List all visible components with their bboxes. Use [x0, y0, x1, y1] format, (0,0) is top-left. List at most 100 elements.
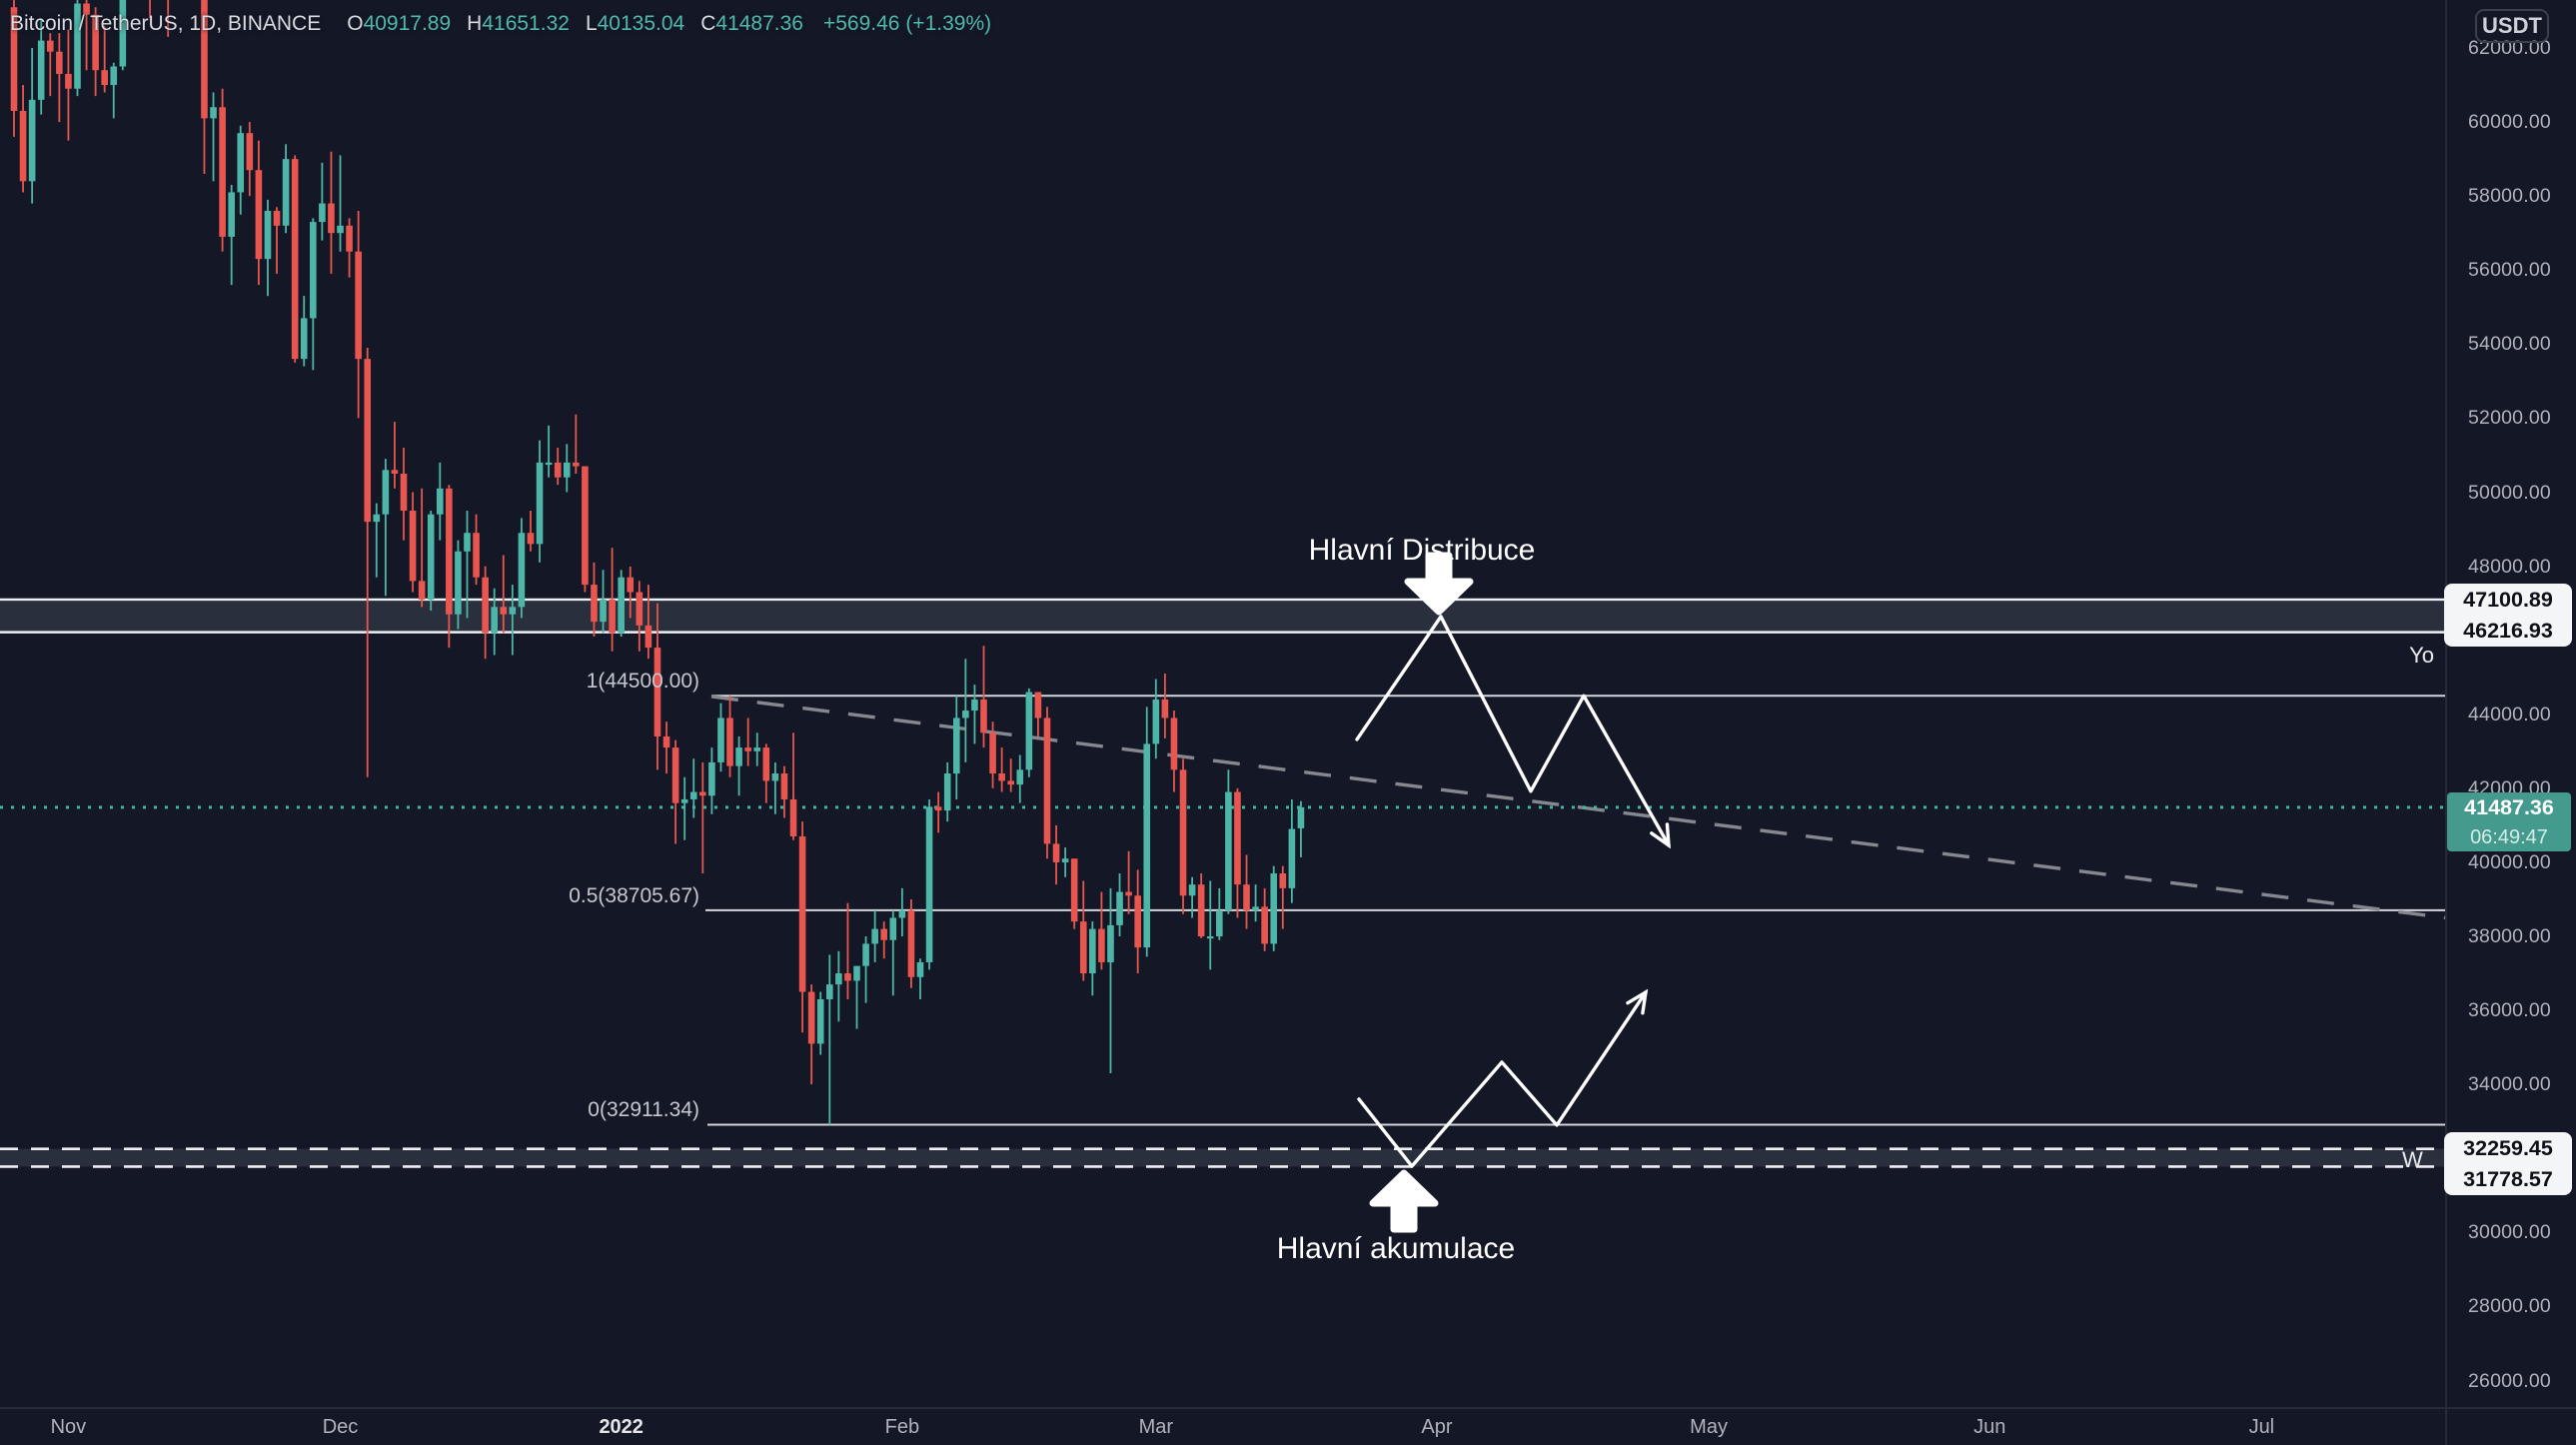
candle-body: [771, 773, 779, 781]
candle-body: [680, 798, 688, 803]
descending-trendline[interactable]: [710, 695, 2447, 920]
candle-body: [237, 133, 245, 193]
candle-body: [762, 747, 770, 781]
candle-body: [1107, 924, 1114, 962]
candle-body: [1016, 769, 1024, 785]
candle-body: [1270, 873, 1278, 944]
candle-body: [816, 998, 824, 1044]
candle-body: [807, 991, 815, 1044]
candle-body: [880, 928, 888, 940]
price-axis-label: 56000.00: [2468, 259, 2551, 282]
candle-body: [1225, 791, 1232, 911]
candle-body: [464, 533, 471, 552]
candle-body: [554, 462, 562, 478]
down-arrow-icon[interactable]: [1404, 552, 1474, 616]
time-axis-separator: [0, 1407, 2576, 1409]
accumulation-projection-path-arrowhead: [1626, 988, 1649, 1015]
time-axis-label-may: May: [1690, 1416, 1728, 1438]
current-price-value: 41487.36: [2464, 795, 2554, 819]
open-label: O: [347, 12, 364, 35]
candle-body: [201, 0, 208, 119]
candle-body: [56, 51, 63, 74]
candle-body: [717, 718, 724, 762]
candle-body: [835, 973, 842, 985]
distribution-projection-path-arrowhead: [1650, 822, 1671, 849]
fib-level-05-label[interactable]: 0.5(38705.67): [569, 884, 699, 907]
candle-body: [826, 984, 833, 999]
candle-body: [37, 40, 45, 100]
accumulation-zone-top-price: 32259.45: [2463, 1136, 2553, 1160]
candle-body: [1288, 828, 1296, 888]
candle-body: [482, 577, 489, 634]
candle-body: [1143, 743, 1151, 948]
candle-body: [1252, 906, 1259, 911]
candle-body: [364, 359, 372, 523]
candle-body: [282, 159, 290, 226]
candle-body: [699, 791, 706, 796]
accumulation-annotation[interactable]: Hlavní akumulace: [1276, 1232, 1516, 1265]
candle-body: [1188, 884, 1196, 896]
price-axis-label: 60000.00: [2468, 111, 2551, 134]
candles-layer: [10, 0, 1305, 1125]
time-axis-label-mar: Mar: [1138, 1416, 1174, 1438]
accumulation-projection-path[interactable]: [1357, 990, 1648, 1168]
candle-body: [509, 607, 517, 615]
candle-body: [409, 511, 417, 582]
candle-body: [1297, 806, 1305, 828]
yearly-open-line-tag: Yo: [2409, 643, 2434, 668]
fib-level-1-label[interactable]: 1(44500.00): [586, 670, 699, 693]
candle-body: [889, 917, 897, 940]
candle-body: [853, 965, 860, 981]
candle-body: [1206, 936, 1214, 939]
candle-body: [798, 835, 806, 992]
candle-body: [110, 66, 118, 86]
candle-body: [518, 533, 526, 608]
up-arrow-icon[interactable]: [1369, 1169, 1439, 1233]
candle-body: [916, 961, 924, 977]
price-axis-label: 54000.00: [2468, 333, 2551, 356]
price-axis-label: 58000.00: [2468, 185, 2551, 208]
symbol-title[interactable]: Bitcoin / TetherUS, 1D, BINANCE: [10, 12, 322, 35]
candle-body: [446, 488, 453, 615]
candle-body: [119, 0, 127, 67]
candle-body: [1179, 769, 1187, 896]
time-axis-label-jul: Jul: [2248, 1416, 2275, 1438]
accumulation-zone[interactable]: [0, 1148, 2446, 1167]
supply-zone[interactable]: [0, 599, 2446, 633]
candle-body: [662, 735, 670, 748]
candle-body: [264, 210, 272, 260]
price-axis-label: 40000.00: [2468, 850, 2551, 873]
candle-body: [210, 107, 217, 119]
candle-body: [591, 585, 598, 623]
candle-body: [101, 70, 108, 86]
distribution-projection-path[interactable]: [1355, 615, 1671, 847]
candle-body: [1025, 692, 1033, 770]
high-label: H: [467, 12, 483, 35]
candle-body: [1197, 884, 1205, 937]
candle-body: [934, 806, 942, 811]
candle-body: [255, 170, 263, 260]
open-value: 40917.89: [363, 12, 452, 35]
candle-body: [337, 225, 344, 234]
candle-body: [789, 798, 797, 836]
bar-close-countdown: 06:49:47: [2470, 826, 2548, 848]
accumulation-zone-price-labels: 32259.45 31778.57: [2444, 1132, 2572, 1195]
candle-body: [962, 711, 969, 719]
price-axis-label: 50000.00: [2468, 481, 2551, 504]
candle-body: [355, 251, 362, 360]
candle-body: [74, 3, 81, 89]
fib-level-0-label[interactable]: 0(32911.34): [588, 1098, 699, 1121]
candle-body: [319, 203, 326, 223]
candle-body: [943, 773, 951, 811]
candle-body: [780, 773, 788, 799]
distribution-annotation[interactable]: Hlavní Distribuce: [1308, 534, 1536, 567]
currency-toggle-button[interactable]: USDT: [2475, 9, 2549, 43]
price-axis-label: 44000.00: [2468, 703, 2551, 725]
time-axis-label-apr: Apr: [1421, 1416, 1453, 1438]
candle-body: [219, 107, 226, 237]
candle-body: [636, 592, 644, 626]
candle-body: [436, 488, 444, 515]
close-label: C: [700, 12, 716, 35]
